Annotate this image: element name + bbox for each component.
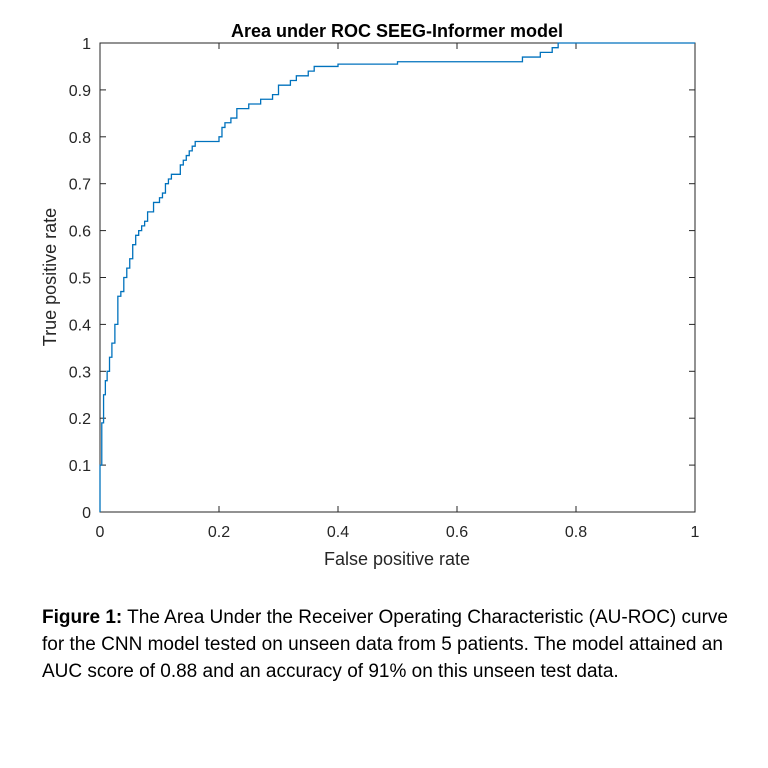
x-tick-label: 0 [96, 524, 105, 541]
y-tick-label: 0.4 [69, 317, 91, 334]
y-axis-label: True positive rate [40, 208, 60, 346]
chart-title: Area under ROC SEEG-Informer model [231, 21, 563, 41]
roc-chart: Area under ROC SEEG-Informer model 0 0.2 0… [40, 21, 700, 569]
y-tick-label: 1 [82, 36, 91, 53]
y-tick-label: 0.1 [69, 458, 91, 475]
x-tick-label: 1 [691, 524, 700, 541]
y-tick-label: 0.8 [69, 130, 91, 147]
plot-area-frame [99, 42, 696, 513]
y-tick-label: 0.3 [69, 364, 91, 381]
y-tick-label: 0.5 [69, 271, 91, 288]
x-tick-label: 0.6 [446, 524, 468, 541]
y-tick-label: 0 [82, 505, 91, 522]
x-axis-label: False positive rate [324, 549, 470, 569]
x-tick-label: 0.4 [327, 524, 349, 541]
y-tick-label: 0.9 [69, 83, 91, 100]
caption-text: The Area Under the Receiver Operating Ch… [42, 607, 728, 682]
x-tick-label: 0.8 [565, 524, 587, 541]
x-tick-label: 0.2 [208, 524, 230, 541]
caption-label: Figure 1: [42, 607, 123, 628]
y-tick-label: 0.2 [69, 411, 91, 428]
figure-caption: Figure 1: The Area Under the Receiver Op… [42, 604, 742, 685]
roc-figure: Area under ROC SEEG-Informer model 0 0.2 0… [40, 21, 700, 569]
y-tick-label: 0.6 [69, 224, 91, 241]
y-tick-label: 0.7 [69, 177, 91, 194]
axis-ticks [99, 42, 696, 513]
axis-tick-labels: 0 0.2 0.4 0.6 0.8 1 0 0.1 0.2 0.3 0.4 0.5 0.6 0.7 0.8 0… [69, 36, 700, 541]
roc-curve-line [99, 42, 695, 512]
